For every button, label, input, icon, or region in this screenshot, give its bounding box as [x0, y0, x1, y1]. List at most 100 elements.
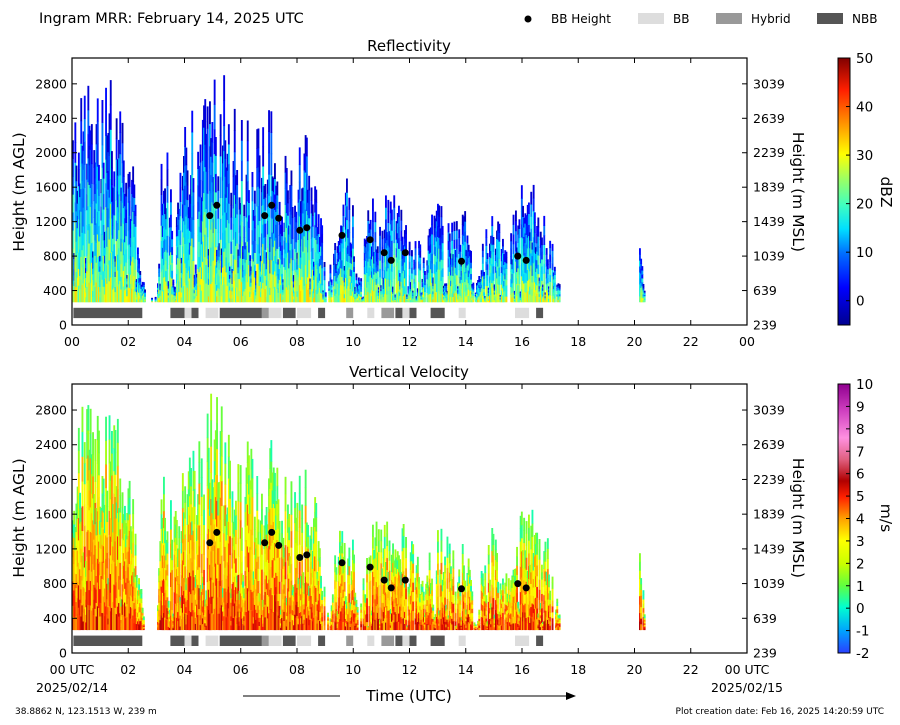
dbz-field-cell: [357, 291, 360, 295]
dbz-field-cell: [285, 212, 288, 228]
dbz-field-cell: [311, 258, 314, 270]
vv-field-cell: [83, 504, 86, 526]
dbz-field-cell: [82, 226, 85, 246]
dbz-field-cell: [511, 278, 514, 284]
dbz-field-cell: [374, 231, 377, 243]
dbz-field-cell: [243, 258, 246, 270]
vv-field-cell: [166, 607, 169, 620]
dbz-field-cell: [177, 213, 179, 226]
dbz-field-cell: [477, 296, 480, 300]
dbz-field-cell: [328, 292, 331, 296]
dbz-field-cell: [281, 235, 283, 246]
dbz-field-cell: [418, 261, 420, 269]
dbz-field-cell: [364, 260, 367, 268]
dbz-field-cell: [120, 200, 123, 214]
dbz-field-cell: [541, 266, 543, 274]
vv-field-cell: [216, 577, 218, 605]
vv-field-cell: [244, 526, 247, 542]
dbz-field-cell: [360, 299, 363, 303]
bb-class-nbb: [409, 307, 417, 319]
vv-field-cell: [232, 569, 235, 583]
dbz-field-cell: [333, 296, 335, 303]
vv-field-cell: [161, 580, 164, 593]
vv-field-cell: [113, 470, 116, 494]
vv-field-cell: [114, 474, 117, 497]
vv-field-cell: [218, 563, 221, 581]
dbz-field-cell: [516, 283, 518, 291]
dbz-field-cell: [93, 200, 96, 218]
vv-field-cell: [212, 534, 215, 551]
dbz-field-cell: [233, 258, 236, 281]
dbz-field-cell: [491, 235, 494, 246]
dbz-field-cell: [101, 234, 104, 258]
dbz-field-cell: [413, 292, 416, 298]
vv-field-cell: [232, 545, 235, 559]
dbz-field-cell: [642, 297, 645, 301]
dbz-field-cell: [290, 214, 293, 230]
vv-field-cell: [109, 592, 112, 612]
dbz-field-cell: [528, 246, 530, 259]
dbz-field-cell: [320, 283, 322, 293]
dbz-field-cell: [337, 247, 340, 256]
dbz-field-cell: [503, 264, 506, 271]
dbz-field-cell: [126, 295, 129, 300]
dbz-field-cell: [229, 297, 231, 303]
vv-field-cell: [99, 575, 102, 590]
dbz-field-cell: [476, 285, 478, 288]
dbz-field-cell: [284, 253, 287, 270]
dbz-field-cell: [272, 191, 275, 206]
dbz-field-cell: [363, 245, 366, 254]
dbz-field-cell: [414, 288, 417, 296]
dbz-field-cell: [366, 243, 368, 252]
dbz-field-cell: [431, 214, 433, 225]
dbz-field-cell: [486, 263, 489, 270]
vv-field-cell: [246, 462, 249, 484]
dbz-field-cell: [227, 183, 230, 204]
dbz-field-cell: [321, 233, 324, 243]
vv-field-cell: [177, 593, 179, 604]
vv-field-cell: [248, 590, 250, 611]
dbz-field-cell: [255, 294, 257, 299]
dbz-field-cell: [124, 217, 126, 231]
dbz-field-cell: [198, 181, 201, 197]
dbz-field-cell: [242, 277, 244, 284]
vv-field-cell: [103, 518, 106, 534]
vv-field-cell: [93, 614, 96, 631]
dbz-field-cell: [470, 250, 472, 258]
dbz-field-cell: [497, 230, 500, 240]
dbz-field-cell: [380, 294, 383, 297]
vv-field-cell: [204, 616, 207, 621]
dbz-field-cell: [203, 258, 205, 281]
dbz-field-cell: [323, 262, 326, 267]
dbz-field-cell: [518, 246, 521, 257]
dbz-field-cell: [546, 282, 549, 289]
dbz-field-cell: [545, 277, 548, 285]
vv-field-cell: [217, 564, 220, 582]
dbz-field-cell: [445, 285, 448, 288]
vv-field-cell: [210, 393, 213, 421]
dbz-field-cell: [328, 290, 331, 294]
dbz-field-cell: [232, 254, 235, 271]
dbz-field-cell: [128, 287, 131, 303]
dbz-field-cell: [163, 190, 165, 204]
dbz-field-cell: [89, 263, 92, 284]
dbz-field-cell: [426, 260, 429, 266]
vv-field-cell: [219, 563, 222, 586]
dbz-field-cell: [232, 176, 235, 193]
dbz-field-cell: [642, 284, 645, 287]
vv-field-cell: [250, 609, 253, 631]
vv-field-cell: [170, 514, 172, 530]
dbz-field-cell: [512, 214, 515, 225]
dbz-field-cell: [307, 239, 309, 253]
dbz-field-cell: [135, 281, 138, 285]
dbz-field-cell: [392, 300, 394, 303]
vv-field-cell: [244, 555, 247, 572]
vv-field-cell: [164, 542, 166, 556]
vv-field-cell: [121, 553, 124, 570]
dbz-field-cell: [350, 276, 353, 284]
dbz-field-cell: [451, 293, 454, 303]
dbz-field-cell: [253, 240, 256, 253]
dbz-field-cell: [124, 205, 126, 219]
dbz-field-cell: [346, 288, 348, 303]
